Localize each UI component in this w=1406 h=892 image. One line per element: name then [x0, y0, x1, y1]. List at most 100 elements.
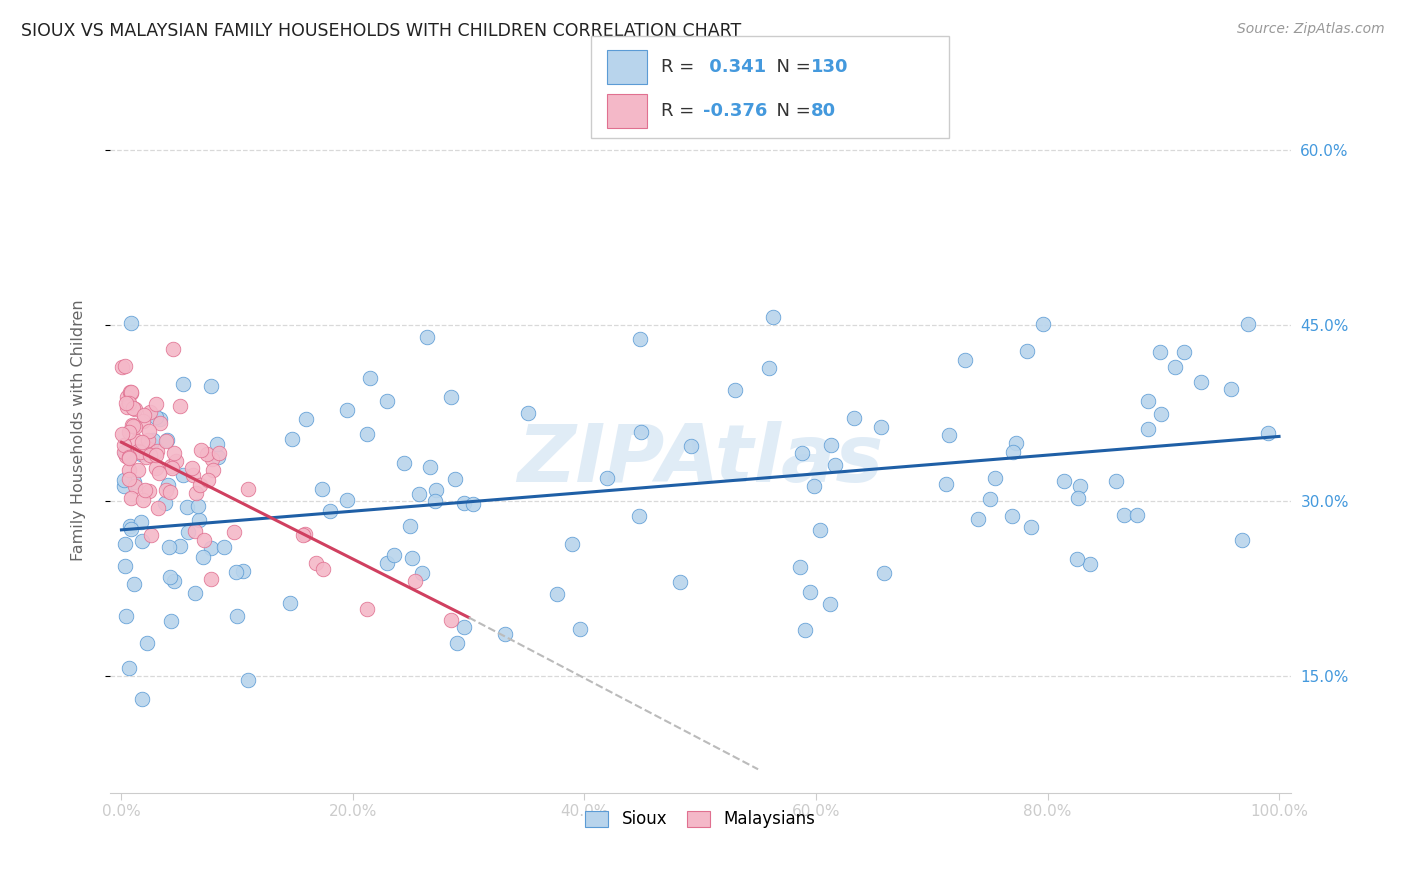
Point [401, 550, 423, 565]
Point [311, 482, 333, 496]
Point [1237, 317, 1260, 331]
Point [669, 575, 692, 590]
Point [281, 432, 304, 446]
Point [112, 479, 135, 493]
Point [1078, 558, 1101, 572]
Point [399, 518, 422, 533]
Point [193, 549, 215, 564]
Point [444, 472, 467, 486]
Point [195, 447, 218, 461]
Point [115, 396, 138, 410]
Point [138, 424, 160, 438]
Point [122, 475, 145, 489]
Text: N =: N = [765, 58, 817, 76]
Point [404, 574, 426, 589]
Point [139, 437, 162, 451]
Point [1149, 345, 1171, 359]
Point [139, 405, 162, 419]
Point [1000, 509, 1022, 524]
Point [190, 443, 212, 458]
Point [319, 504, 342, 518]
Point [375, 556, 398, 570]
Point [1067, 491, 1090, 505]
Point [131, 533, 153, 548]
Point [163, 574, 186, 588]
Point [1066, 551, 1088, 566]
Point [392, 456, 415, 470]
Point [148, 500, 170, 515]
Text: SIOUX VS MALAYSIAN FAMILY HOUSEHOLDS WITH CHILDREN CORRELATION CHART: SIOUX VS MALAYSIAN FAMILY HOUSEHOLDS WIT… [21, 22, 741, 40]
Point [142, 433, 165, 447]
Point [181, 461, 204, 475]
Point [118, 463, 141, 477]
Point [197, 474, 219, 488]
Point [808, 523, 831, 537]
Point [120, 385, 142, 400]
Point [1173, 344, 1195, 359]
Point [953, 353, 976, 368]
Point [869, 420, 891, 434]
Point [1015, 344, 1038, 359]
Text: ZIPAtlas: ZIPAtlas [517, 420, 883, 499]
Point [453, 620, 475, 634]
Point [440, 390, 463, 404]
Point [162, 342, 184, 356]
Point [159, 484, 181, 499]
Point [132, 414, 155, 428]
Point [145, 461, 167, 475]
Point [114, 559, 136, 574]
Point [595, 470, 617, 484]
Point [359, 371, 381, 385]
Point [983, 471, 1005, 485]
Point [135, 450, 157, 465]
Point [186, 485, 208, 500]
Point [1002, 444, 1025, 458]
Point [169, 399, 191, 413]
Point [153, 496, 176, 510]
Point [463, 497, 485, 511]
Point [136, 636, 159, 650]
Point [408, 487, 430, 501]
Point [1189, 375, 1212, 389]
Point [935, 476, 957, 491]
Point [419, 459, 441, 474]
Point [146, 444, 169, 458]
Point [561, 536, 583, 550]
Point [177, 524, 200, 539]
Point [183, 586, 205, 600]
Point [115, 609, 138, 624]
Text: 130: 130 [811, 58, 849, 76]
Point [423, 494, 446, 508]
Point [824, 458, 846, 472]
Point [149, 412, 172, 426]
Point [446, 636, 468, 650]
Point [165, 454, 187, 468]
Point [384, 548, 406, 562]
Point [160, 614, 183, 628]
Point [225, 565, 247, 579]
Point [129, 447, 152, 461]
Point [628, 508, 651, 523]
Point [214, 541, 236, 555]
Point [131, 435, 153, 450]
Point [516, 406, 538, 420]
Point [375, 394, 398, 409]
Point [232, 564, 254, 578]
Point [193, 533, 215, 547]
Point [569, 622, 592, 636]
Point [118, 472, 141, 486]
Point [159, 570, 181, 584]
Point [278, 596, 301, 610]
Point [114, 359, 136, 373]
Point [111, 359, 134, 374]
Point [630, 332, 652, 346]
Point [1232, 533, 1254, 547]
Point [416, 330, 439, 344]
Point [159, 458, 181, 473]
Point [122, 401, 145, 415]
Point [135, 442, 157, 456]
Text: N =: N = [765, 102, 817, 120]
Point [873, 566, 896, 580]
Point [124, 402, 146, 417]
Point [207, 450, 229, 464]
